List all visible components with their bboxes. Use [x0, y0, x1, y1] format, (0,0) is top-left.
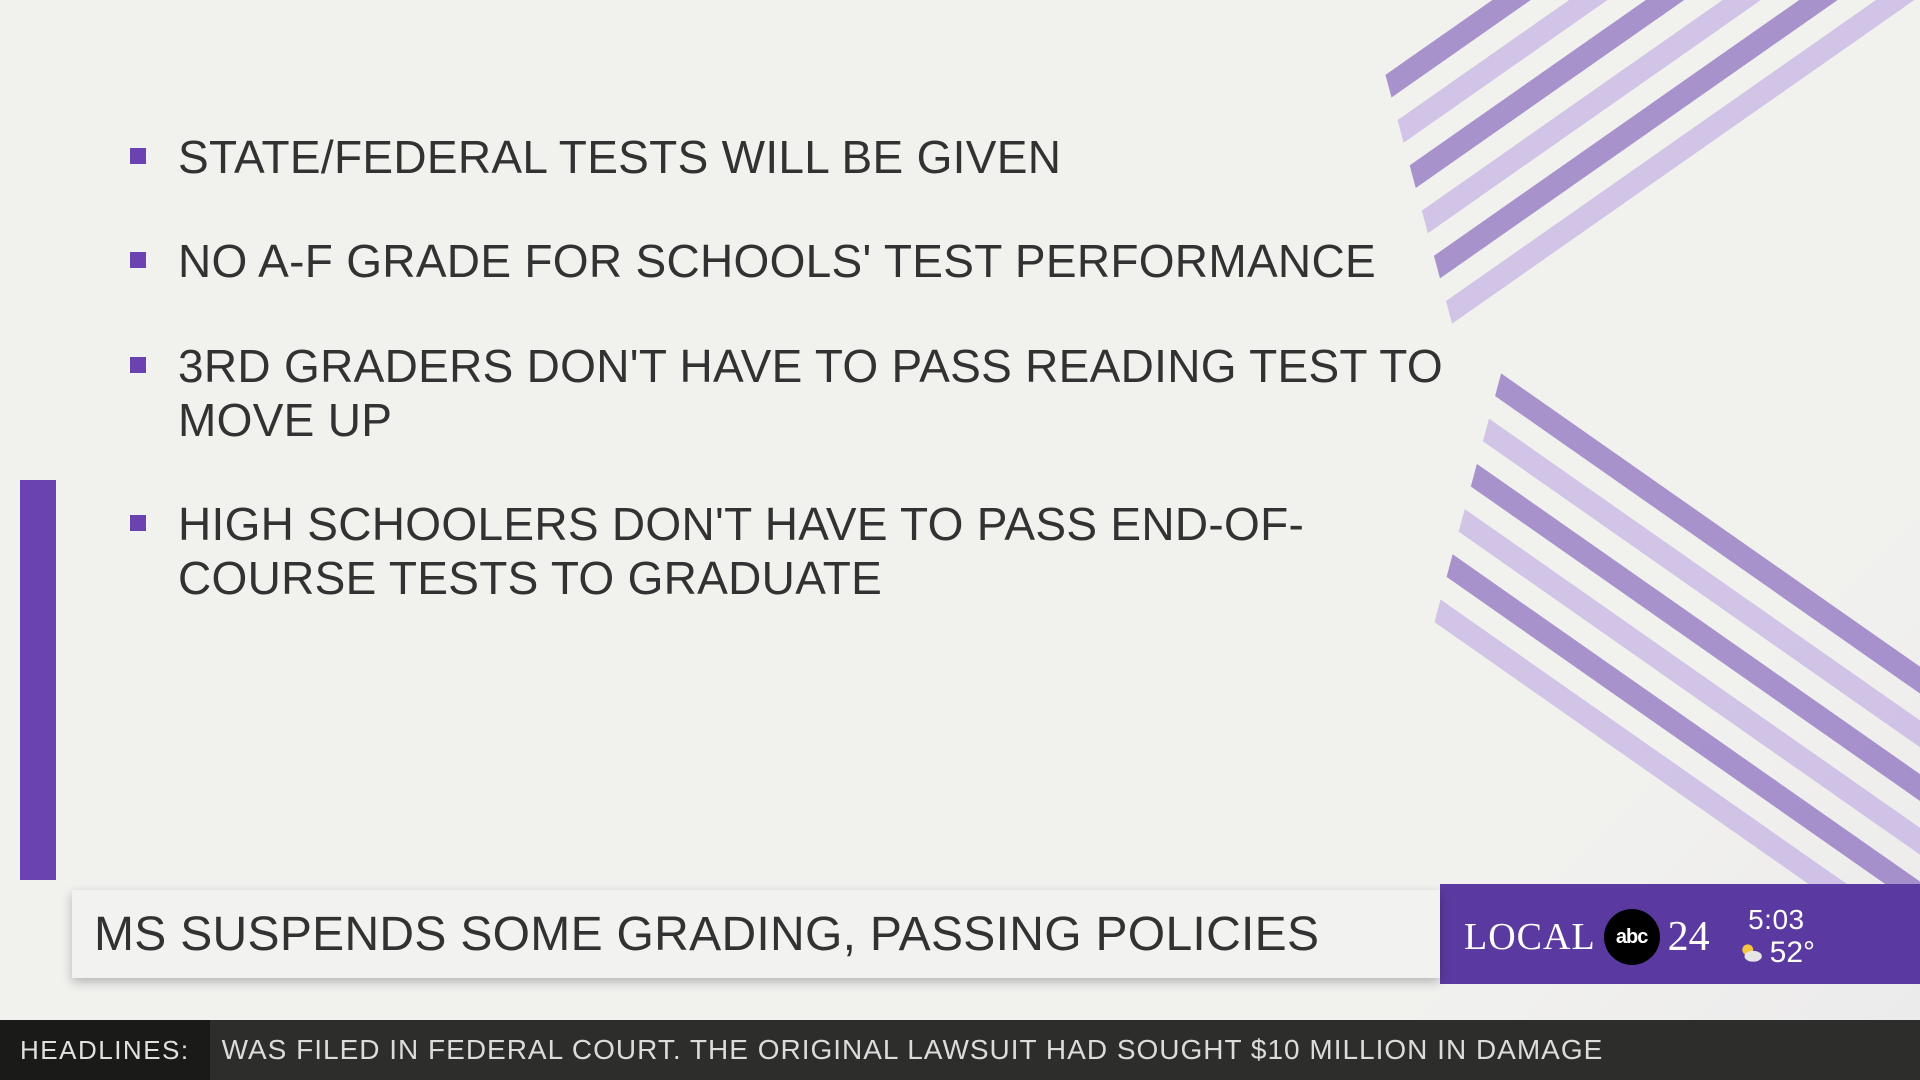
clock-time: 5:03 [1748, 904, 1805, 936]
station-logo: LOCAL abc 24 [1464, 909, 1710, 965]
network-abbr: abc [1616, 926, 1647, 949]
bullet-item: NO A-F GRADE FOR SCHOOLS' TEST PERFORMAN… [130, 234, 1450, 288]
bullet-item: STATE/FEDERAL TESTS WILL BE GIVEN [130, 130, 1450, 184]
station-local-text: LOCAL [1464, 915, 1596, 959]
weather-block: 5:03 52° [1738, 904, 1815, 970]
news-ticker: HEADLINES: WAS FILED IN FEDERAL COURT. T… [0, 1020, 1920, 1080]
ticker-label: HEADLINES: [0, 1020, 210, 1080]
lower-third-bar: MS SUSPENDS SOME GRADING, PASSING POLICI… [72, 890, 1440, 978]
temperature: 52° [1770, 936, 1815, 970]
abc-logo-icon: abc [1604, 909, 1660, 965]
partly-sunny-icon [1738, 940, 1764, 966]
decor-left-bar [20, 480, 56, 880]
bullet-item: HIGH SCHOOLERS DON'T HAVE TO PASS END-OF… [130, 497, 1450, 606]
lower-third-headline: MS SUSPENDS SOME GRADING, PASSING POLICI… [94, 907, 1319, 962]
bullet-list: STATE/FEDERAL TESTS WILL BE GIVEN NO A-F… [130, 130, 1450, 656]
bullet-item: 3RD GRADERS DON'T HAVE TO PASS READING T… [130, 339, 1450, 448]
broadcast-frame: STATE/FEDERAL TESTS WILL BE GIVEN NO A-F… [0, 0, 1920, 1080]
channel-number: 24 [1668, 913, 1710, 961]
ticker-text: WAS FILED IN FEDERAL COURT. THE ORIGINAL… [210, 1034, 1604, 1066]
station-bug: LOCAL abc 24 5:03 52° [1464, 894, 1894, 980]
